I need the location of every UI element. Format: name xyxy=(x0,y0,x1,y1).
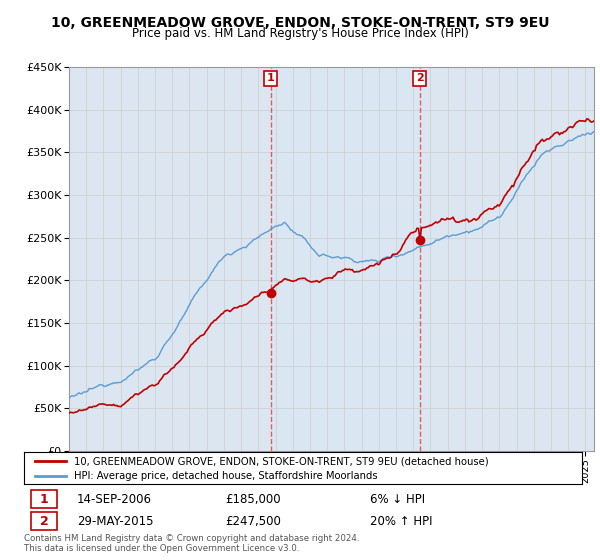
Text: Contains HM Land Registry data © Crown copyright and database right 2024.: Contains HM Land Registry data © Crown c… xyxy=(24,534,359,543)
Text: £185,000: £185,000 xyxy=(225,493,281,506)
Text: HPI: Average price, detached house, Staffordshire Moorlands: HPI: Average price, detached house, Staf… xyxy=(74,471,378,481)
Text: 2: 2 xyxy=(416,73,424,83)
Text: 10, GREENMEADOW GROVE, ENDON, STOKE-ON-TRENT, ST9 9EU (detached house): 10, GREENMEADOW GROVE, ENDON, STOKE-ON-T… xyxy=(74,456,489,466)
Text: 10, GREENMEADOW GROVE, ENDON, STOKE-ON-TRENT, ST9 9EU: 10, GREENMEADOW GROVE, ENDON, STOKE-ON-T… xyxy=(51,16,549,30)
Text: £247,500: £247,500 xyxy=(225,515,281,528)
Text: 1: 1 xyxy=(40,493,49,506)
Text: 6% ↓ HPI: 6% ↓ HPI xyxy=(370,493,425,506)
Text: 20% ↑ HPI: 20% ↑ HPI xyxy=(370,515,433,528)
Text: 1: 1 xyxy=(266,73,274,83)
Text: 2: 2 xyxy=(40,515,49,528)
FancyBboxPatch shape xyxy=(31,490,58,508)
Text: This data is licensed under the Open Government Licence v3.0.: This data is licensed under the Open Gov… xyxy=(24,544,299,553)
Text: 14-SEP-2006: 14-SEP-2006 xyxy=(77,493,152,506)
Text: Price paid vs. HM Land Registry's House Price Index (HPI): Price paid vs. HM Land Registry's House … xyxy=(131,27,469,40)
Bar xyxy=(271,67,420,451)
FancyBboxPatch shape xyxy=(31,512,58,530)
Text: 29-MAY-2015: 29-MAY-2015 xyxy=(77,515,154,528)
